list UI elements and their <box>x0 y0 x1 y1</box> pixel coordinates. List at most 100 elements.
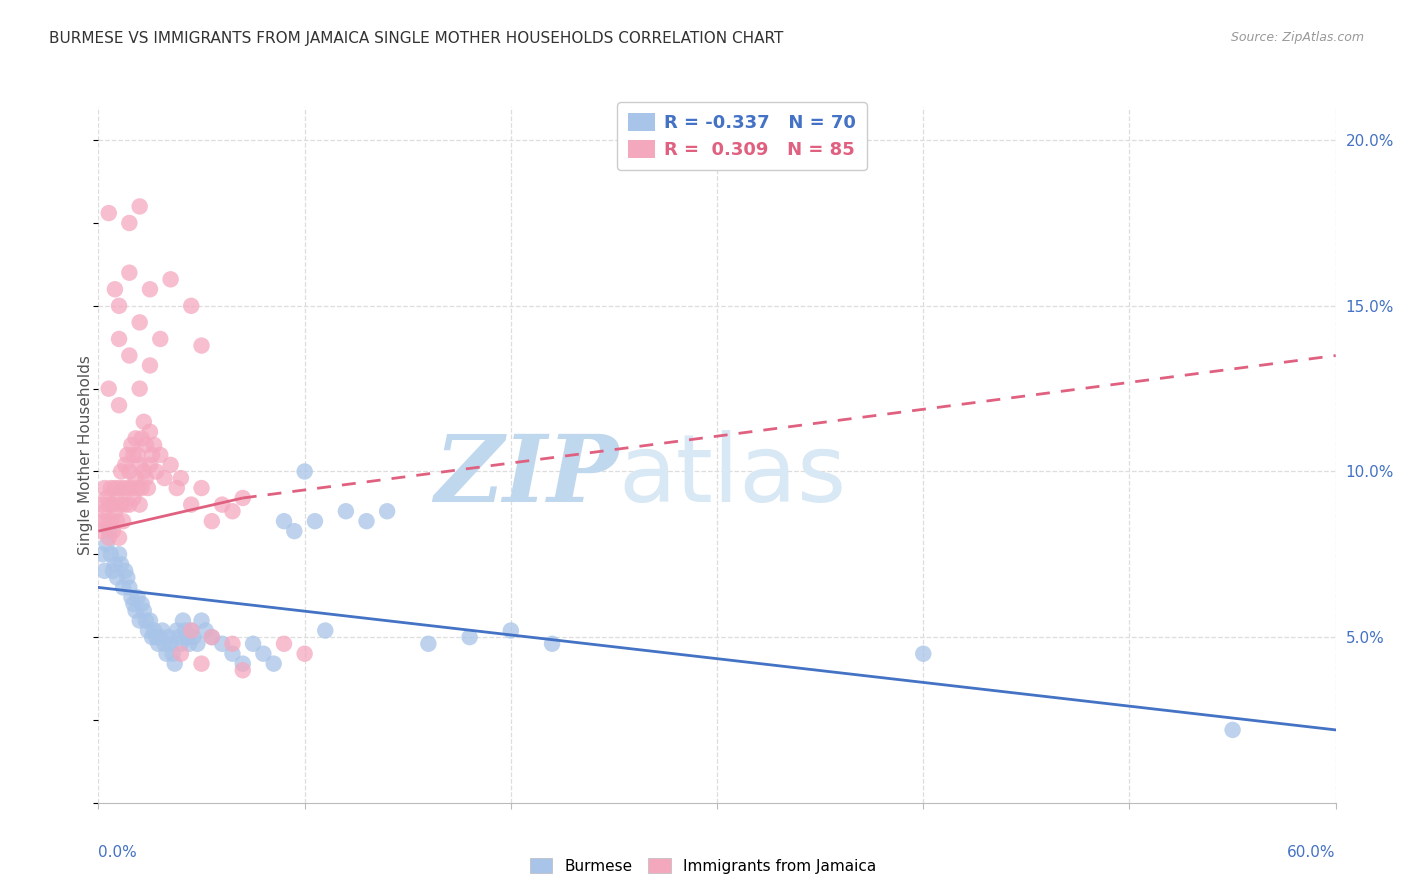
Point <box>110 498 132 512</box>
Point <box>108 481 131 495</box>
Point <box>139 614 162 628</box>
Point <box>375 504 398 518</box>
Point <box>132 465 155 479</box>
Point <box>194 624 217 638</box>
Point <box>114 564 136 578</box>
Point <box>118 349 141 363</box>
Point <box>120 591 142 605</box>
Point <box>135 438 157 452</box>
Point <box>153 471 176 485</box>
Point <box>100 514 122 528</box>
Point <box>221 504 243 518</box>
Point <box>139 425 162 439</box>
Point <box>97 531 120 545</box>
Text: Source: ZipAtlas.com: Source: ZipAtlas.com <box>1230 31 1364 45</box>
Point <box>108 332 131 346</box>
Point <box>120 438 142 452</box>
Point <box>159 458 181 472</box>
Point <box>221 637 243 651</box>
Point <box>166 481 188 495</box>
Point <box>114 498 136 512</box>
Point <box>145 630 167 644</box>
Point <box>118 266 141 280</box>
Point <box>180 624 202 638</box>
Point <box>356 514 378 528</box>
Point <box>114 458 136 472</box>
Point <box>136 624 159 638</box>
Point <box>141 448 163 462</box>
Point <box>117 570 139 584</box>
Point <box>153 637 176 651</box>
Point <box>335 504 357 518</box>
Point <box>162 647 184 661</box>
Point <box>104 481 127 495</box>
Point <box>117 481 139 495</box>
Point <box>1222 723 1244 737</box>
Point <box>128 498 150 512</box>
Point <box>294 465 316 479</box>
Text: 60.0%: 60.0% <box>1288 845 1336 860</box>
Point <box>97 524 120 538</box>
Point <box>159 637 181 651</box>
Point <box>180 624 202 638</box>
Point <box>97 382 120 396</box>
Point <box>118 498 141 512</box>
Legend: R = -0.337   N = 70, R =  0.309   N = 85: R = -0.337 N = 70, R = 0.309 N = 85 <box>617 103 866 169</box>
Point <box>131 597 153 611</box>
Point <box>96 537 118 551</box>
Point <box>242 637 264 651</box>
Point <box>128 199 150 213</box>
Point <box>418 637 440 651</box>
Point <box>108 299 131 313</box>
Point <box>132 415 155 429</box>
Point <box>314 624 336 638</box>
Point <box>112 581 135 595</box>
Point <box>128 614 150 628</box>
Point <box>176 630 198 644</box>
Point <box>139 359 162 373</box>
Point <box>283 524 305 538</box>
Point <box>124 604 146 618</box>
Text: atlas: atlas <box>619 430 846 522</box>
Y-axis label: Single Mother Households: Single Mother Households <box>77 355 93 555</box>
Point <box>201 630 224 644</box>
Point <box>105 570 128 584</box>
Point <box>139 282 162 296</box>
Point <box>127 481 149 495</box>
Point <box>104 558 127 572</box>
Point <box>122 448 145 462</box>
Point <box>124 431 146 445</box>
Point <box>128 315 150 329</box>
Text: BURMESE VS IMMIGRANTS FROM JAMAICA SINGLE MOTHER HOUSEHOLDS CORRELATION CHART: BURMESE VS IMMIGRANTS FROM JAMAICA SINGL… <box>49 31 783 46</box>
Point <box>105 514 128 528</box>
Point <box>128 382 150 396</box>
Point <box>273 514 295 528</box>
Point <box>97 206 120 220</box>
Point <box>122 597 145 611</box>
Point <box>127 448 149 462</box>
Point <box>104 504 127 518</box>
Point <box>148 637 170 651</box>
Point <box>145 465 167 479</box>
Point <box>149 332 172 346</box>
Point <box>91 514 114 528</box>
Point <box>100 547 122 561</box>
Point <box>89 524 111 538</box>
Point <box>263 657 285 671</box>
Point <box>136 481 159 495</box>
Point <box>139 458 162 472</box>
Point <box>499 624 522 638</box>
Point <box>294 647 316 661</box>
Point <box>149 448 172 462</box>
Point <box>118 465 141 479</box>
Point <box>128 458 150 472</box>
Point <box>458 630 481 644</box>
Point <box>232 663 254 677</box>
Point <box>93 504 115 518</box>
Point <box>170 637 193 651</box>
Point <box>912 647 935 661</box>
Point <box>174 624 197 638</box>
Point <box>190 481 212 495</box>
Point <box>180 299 202 313</box>
Point <box>143 624 166 638</box>
